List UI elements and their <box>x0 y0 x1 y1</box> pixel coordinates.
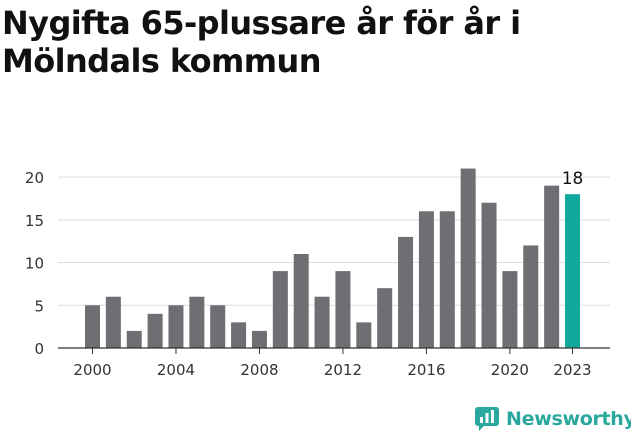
bar-2021 <box>523 245 539 348</box>
bar-2022 <box>544 185 560 348</box>
bar-2010 <box>293 254 309 348</box>
bar-2016 <box>418 211 434 348</box>
y-tick-label: 10 <box>25 255 44 273</box>
bar-2009 <box>272 271 288 348</box>
x-tick-label: 2000 <box>73 361 111 379</box>
bar-2013 <box>356 322 372 348</box>
x-tick-label: 2023 <box>553 361 591 379</box>
x-tick-label: 2004 <box>157 361 195 379</box>
x-tick-label: 2016 <box>407 361 445 379</box>
bar-2001 <box>105 296 121 348</box>
bar-2002 <box>126 330 142 348</box>
bar-2020 <box>502 271 518 348</box>
gridlines <box>58 176 610 306</box>
bar-2008 <box>251 330 267 348</box>
y-axis-ticks: 0 5 10 15 20 <box>25 169 44 358</box>
bars <box>85 168 581 348</box>
bar-2004 <box>168 305 184 348</box>
bar-2012 <box>335 271 351 348</box>
bar-2014 <box>377 288 393 348</box>
bar-2011 <box>314 296 330 348</box>
bar-2007 <box>231 322 247 348</box>
bar-2006 <box>210 305 226 348</box>
bar-2005 <box>189 296 205 348</box>
brand-name: Newsworthy <box>506 408 631 430</box>
newsworthy-logo-icon <box>475 407 499 431</box>
bar-2018 <box>460 168 476 348</box>
x-tick-label: 2008 <box>240 361 278 379</box>
bar-2000 <box>85 305 100 348</box>
bar-2017 <box>439 211 455 348</box>
chart-title: Nygifta 65-plussare år för år i Mölndals… <box>2 4 521 80</box>
bar-2023 <box>565 194 581 348</box>
x-axis-ticks: 2000 2004 2008 2012 2016 2020 2023 <box>73 348 592 379</box>
y-tick-label: 20 <box>25 169 44 187</box>
x-tick-label: 2020 <box>491 361 529 379</box>
y-tick-label: 5 <box>34 297 44 315</box>
data-labels: 18 <box>562 169 584 189</box>
data-label-2023: 18 <box>562 169 584 189</box>
bar-2019 <box>481 202 497 348</box>
y-tick-label: 0 <box>34 340 44 358</box>
brand-logo: Newsworthy <box>474 406 631 432</box>
bar-2015 <box>398 236 414 348</box>
bar-2003 <box>147 313 163 348</box>
x-tick-label: 2012 <box>324 361 362 379</box>
y-tick-label: 15 <box>25 212 44 230</box>
